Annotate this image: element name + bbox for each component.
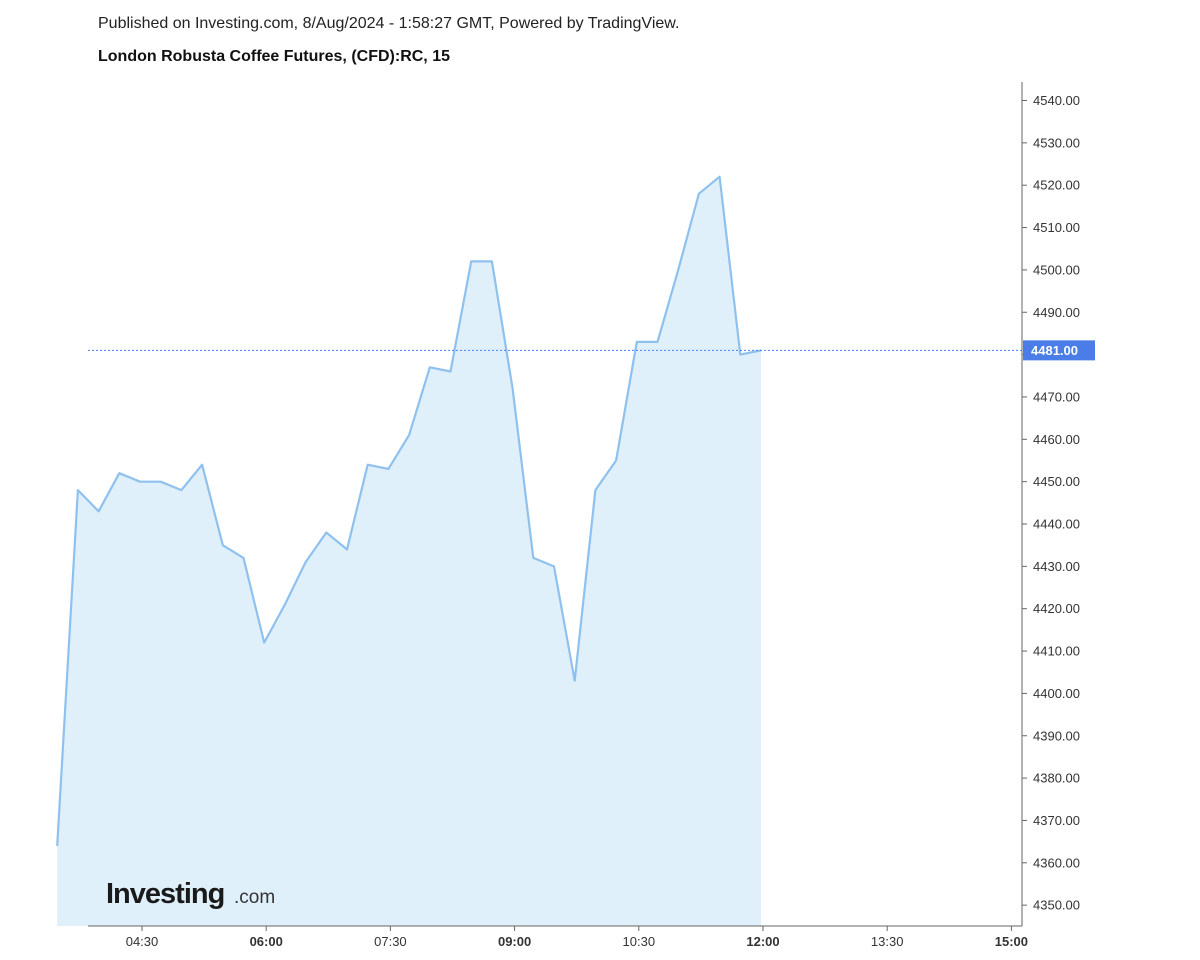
y-tick-label: 4400.00: [1033, 686, 1080, 701]
y-tick-label: 4530.00: [1033, 135, 1080, 150]
x-tick-label: 06:00: [250, 934, 283, 949]
y-axis: 4350.00 4360.00 4370.00 4380.00 4390.00 4400.…: [1021, 82, 1080, 926]
y-tick-label: 4470.00: [1033, 389, 1080, 404]
y-tick-label: 4430.00: [1033, 559, 1080, 574]
y-tick-label: 4370.00: [1033, 813, 1080, 828]
current-price-badge: 4481.00: [1023, 340, 1095, 361]
x-tick-label: 09:00: [498, 934, 531, 949]
x-tick-label: 10:30: [623, 934, 656, 949]
logo-main: Investing: [106, 878, 224, 910]
x-tick-label: 13:30: [871, 934, 904, 949]
price-area-fill: [57, 176, 761, 926]
logo-suffix: .com: [234, 887, 275, 908]
x-axis: 04:30 06:00 07:30 09:00 10:30 12:00 13:30 15:00: [88, 925, 1028, 949]
y-tick-label: 4360.00: [1033, 855, 1080, 870]
price-line[interactable]: [56, 175, 762, 846]
x-tick-label: 04:30: [126, 934, 159, 949]
y-tick-label: 4350.00: [1033, 898, 1080, 913]
y-tick-label: 4450.00: [1033, 474, 1080, 489]
current-price-badge-bg: [1023, 340, 1095, 361]
y-tick-label: 4460.00: [1033, 432, 1080, 447]
y-tick-label: 4390.00: [1033, 728, 1080, 743]
x-tick-label: 07:30: [374, 934, 407, 949]
x-tick-label: 12:00: [746, 934, 779, 949]
y-tick-label: 4510.00: [1033, 220, 1080, 235]
y-tick-label: 4500.00: [1033, 262, 1080, 277]
plot-area: [56, 175, 1022, 926]
y-tick-label: 4410.00: [1033, 644, 1080, 659]
y-tick-label: 4490.00: [1033, 305, 1080, 320]
y-tick-label: 4540.00: [1033, 93, 1080, 108]
investing-logo: Investing .com: [106, 878, 275, 910]
y-tick-label: 4420.00: [1033, 601, 1080, 616]
y-tick-label: 4520.00: [1033, 178, 1080, 193]
y-tick-label: 4440.00: [1033, 517, 1080, 532]
x-tick-label: 15:00: [995, 934, 1028, 949]
chart-title: London Robusta Coffee Futures, (CFD):RC,…: [98, 48, 450, 65]
current-price-label: 4481.00: [1031, 343, 1078, 358]
y-tick-label: 4380.00: [1033, 771, 1080, 786]
published-note: Published on Investing.com, 8/Aug/2024 -…: [98, 15, 680, 32]
